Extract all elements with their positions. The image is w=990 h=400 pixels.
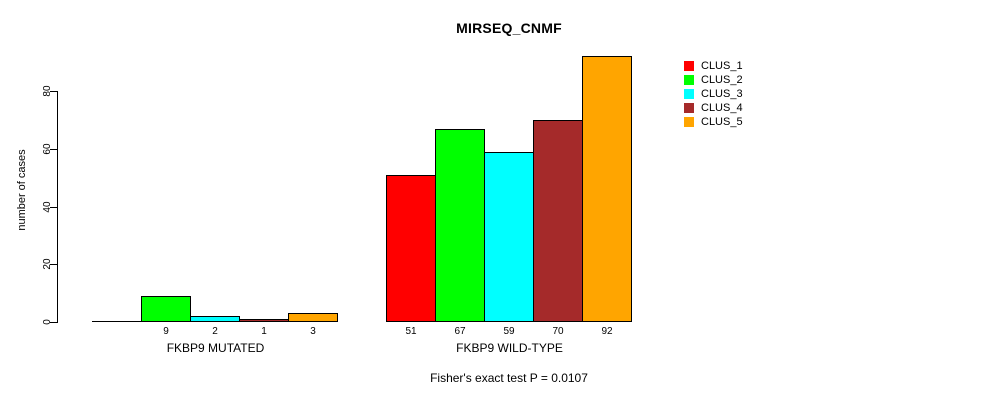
y-tick — [50, 264, 57, 265]
legend-item-clus_2: CLUS_2 — [684, 73, 743, 87]
bar-value-label: 1 — [261, 326, 267, 337]
y-axis-line — [57, 91, 58, 323]
legend-swatch — [684, 61, 694, 71]
bar-clus_2 — [141, 296, 191, 322]
group-label-wild-type: FKBP9 WILD-TYPE — [456, 341, 563, 355]
group-label-mutated: FKBP9 MUTATED — [166, 341, 265, 355]
y-tick — [50, 91, 57, 92]
legend-swatch — [684, 117, 694, 127]
legend-label: CLUS_1 — [701, 60, 743, 72]
legend-label: CLUS_4 — [701, 102, 743, 114]
y-tick — [50, 322, 57, 323]
bar-value-label: 70 — [552, 326, 564, 337]
legend-item-clus_4: CLUS_4 — [684, 101, 743, 115]
y-tick-label: 40 — [42, 201, 53, 213]
legend: CLUS_1 CLUS_2 CLUS_3 CLUS_4 CLUS_5 — [684, 59, 743, 129]
chart-title: MIRSEQ_CNMF — [456, 20, 562, 36]
legend-swatch — [684, 89, 694, 99]
bar-clus_1 — [92, 321, 142, 322]
bar-value-label: 59 — [503, 326, 515, 337]
y-tick-label: 0 — [42, 319, 53, 325]
bar-clus_1 — [386, 175, 436, 322]
y-tick-label: 60 — [42, 143, 53, 155]
y-tick-label: 80 — [42, 85, 53, 97]
legend-swatch — [684, 103, 694, 113]
bar-clus_5 — [582, 56, 632, 322]
legend-item-clus_1: CLUS_1 — [684, 59, 743, 73]
y-tick — [50, 149, 57, 150]
bar-value-label: 3 — [310, 326, 316, 337]
bar-value-label: 2 — [212, 326, 218, 337]
legend-label: CLUS_2 — [701, 74, 743, 86]
bar-clus_4 — [533, 120, 583, 322]
y-axis-label: number of cases — [16, 149, 28, 231]
bar-value-label: 67 — [454, 326, 466, 337]
y-tick — [50, 207, 57, 208]
legend-label: CLUS_5 — [701, 116, 743, 128]
legend-item-clus_5: CLUS_5 — [684, 115, 743, 129]
legend-swatch — [684, 75, 694, 85]
bar-clus_4 — [239, 319, 289, 322]
bar-value-label: 9 — [163, 326, 169, 337]
legend-label: CLUS_3 — [701, 88, 743, 100]
bar-value-label: 51 — [405, 326, 417, 337]
bar-clus_2 — [435, 129, 485, 322]
bar-clus_5 — [288, 313, 338, 322]
fisher-test-footnote: Fisher's exact test P = 0.0107 — [430, 371, 588, 385]
bar-value-label: 92 — [601, 326, 613, 337]
y-tick-label: 20 — [42, 258, 53, 270]
bar-clus_3 — [484, 152, 534, 322]
bar-clus_3 — [190, 316, 240, 322]
legend-item-clus_3: CLUS_3 — [684, 87, 743, 101]
